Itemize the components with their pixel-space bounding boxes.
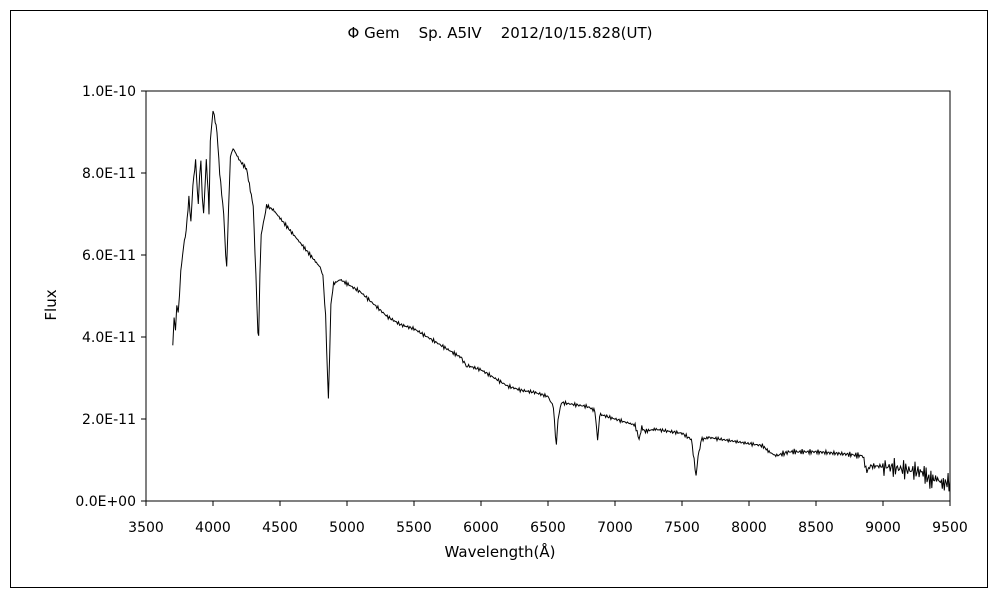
x-tick-label: 5000 bbox=[329, 520, 365, 536]
y-tick-label: 1.0E-10 bbox=[82, 84, 136, 100]
x-tick-label: 6000 bbox=[463, 520, 499, 536]
y-tick-label: 0.0E+00 bbox=[75, 494, 136, 510]
x-tick-label: 7500 bbox=[664, 520, 700, 536]
series-line bbox=[172, 110, 951, 492]
x-tick-label: 7000 bbox=[597, 520, 633, 536]
y-axis: 0.0E+00 2.0E-11 4.0E-11 6.0E-11 8.0E-11 1.0E-… bbox=[75, 84, 146, 510]
y-tick-label: 4.0E-11 bbox=[82, 330, 136, 346]
x-tick-label: 4500 bbox=[262, 520, 298, 536]
y-tick-label: 6.0E-11 bbox=[82, 248, 136, 264]
x-tick-label: 3500 bbox=[128, 520, 164, 536]
chart-frame bbox=[10, 10, 988, 588]
x-tick-label: 6500 bbox=[530, 520, 566, 536]
x-tick-label: 9500 bbox=[932, 520, 968, 536]
x-axis: 3500 4000 4500 5000 5500 6000 6500 7000 7500 8000… bbox=[128, 501, 968, 536]
chart-title: Φ Gem Sp. A5IV 2012/10/15.828(UT) bbox=[347, 24, 653, 42]
x-tick-label: 9000 bbox=[865, 520, 901, 536]
y-tick-label: 8.0E-11 bbox=[82, 166, 136, 182]
x-tick-label: 8000 bbox=[731, 520, 767, 536]
x-tick-label: 4000 bbox=[195, 520, 231, 536]
x-tick-label: 8500 bbox=[798, 520, 834, 536]
x-tick-label: 5500 bbox=[396, 520, 432, 536]
y-axis-label: Flux bbox=[42, 289, 60, 321]
x-axis-label: Wavelength(Å) bbox=[444, 543, 556, 561]
plot-area bbox=[145, 90, 951, 502]
y-tick-label: 2.0E-11 bbox=[82, 412, 136, 428]
